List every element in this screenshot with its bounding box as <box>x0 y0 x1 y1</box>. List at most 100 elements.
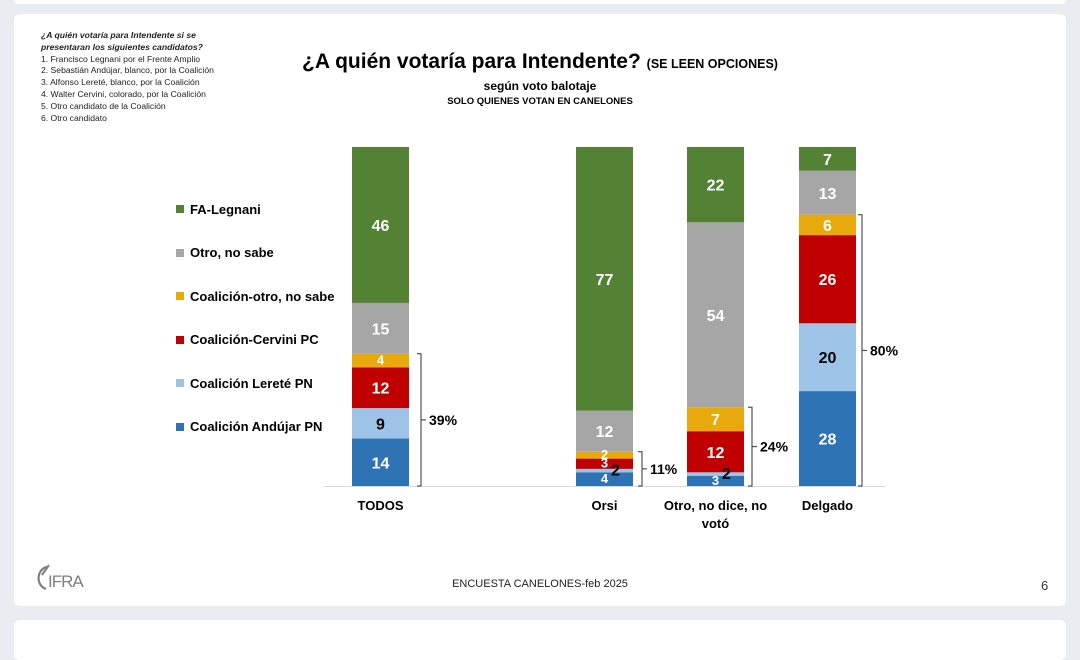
data-label: 26 <box>819 272 837 289</box>
category-label: Orsi <box>591 498 617 513</box>
data-label: 6 <box>823 218 832 235</box>
legend-swatch <box>176 292 184 301</box>
question-option: 5. Otro candidato de la Coalición <box>41 100 166 111</box>
question-option: 4. Walter Cervini, colorado, por la Coal… <box>41 88 206 99</box>
bar-segment <box>799 214 856 236</box>
bar-segment <box>352 367 409 409</box>
svg-text:IFRA: IFRA <box>48 572 84 591</box>
bracket <box>858 214 863 487</box>
data-label: 2 <box>601 447 608 462</box>
legend-item: Coalición-otro, no sabe <box>176 285 334 307</box>
data-label: 20 <box>819 350 837 367</box>
bar-segment <box>576 147 633 411</box>
question-line-2: presentaran los siguientes candidatos? <box>41 41 203 52</box>
bar-segment <box>799 147 856 171</box>
legend-item: Coalición Andújar PN <box>176 416 334 438</box>
data-label: 7 <box>823 152 832 169</box>
bar-segment <box>576 472 633 486</box>
category-label: votó <box>702 516 730 531</box>
bar-segment <box>799 235 856 324</box>
question-line-1: ¿A quién votaría para Intendente si se <box>41 30 196 40</box>
previous-slide-edge <box>14 0 1066 4</box>
data-label: 46 <box>372 218 390 235</box>
bar-segment <box>687 147 744 223</box>
legend-item: Coalición-Cervini PC <box>176 329 334 351</box>
chart-title: ¿A quién votaría para Intendente? (SE LE… <box>0 50 1080 74</box>
bar-segment <box>352 147 409 303</box>
bar-segment <box>799 391 856 486</box>
bar-segment <box>352 408 409 439</box>
legend-label: Otro, no sabe <box>190 245 274 261</box>
data-label: 22 <box>707 178 725 195</box>
legend-swatch <box>176 422 184 431</box>
cifra-logo-mark: IFRA <box>37 564 85 591</box>
bar-segment <box>799 323 856 392</box>
bracket-label: 24% <box>760 439 789 455</box>
data-label: 28 <box>819 432 837 449</box>
bar-segment <box>352 438 409 486</box>
data-label: 77 <box>596 272 614 289</box>
outside-data-label: 2 <box>611 463 620 480</box>
category-label: TODOS <box>358 498 404 513</box>
bracket-label: 11% <box>650 461 678 477</box>
data-label: 12 <box>596 424 614 441</box>
cifra-logo: IFRA <box>33 563 97 598</box>
bracket-label: 80% <box>870 342 899 358</box>
data-label: 14 <box>372 455 390 472</box>
page-number: 6 <box>1041 578 1049 593</box>
chart-subsubtitle: SOLO QUIENES VOTAN EN CANELONES <box>447 96 633 107</box>
chart-title-note: (SE LEEN OPCIONES) <box>646 57 778 71</box>
legend: FA-Legnani Otro, no sabe Coalición-otro, n… <box>176 198 334 460</box>
bar-segment <box>576 410 633 452</box>
bar-segment <box>687 407 744 432</box>
slide <box>14 14 1066 606</box>
legend-swatch <box>176 205 184 213</box>
legend-swatch <box>176 379 184 388</box>
question-option: 6. Otro candidato <box>41 112 107 123</box>
data-label: 15 <box>372 321 390 338</box>
data-label: 7 <box>711 412 720 429</box>
chart-title-main: ¿A quién votaría para Intendente? <box>302 50 641 73</box>
bracket <box>748 406 753 487</box>
data-label: 9 <box>376 416 385 433</box>
bar-segment <box>687 475 744 486</box>
legend-label: Coalición-otro, no sabe <box>190 288 335 304</box>
legend-label: Coalición Andújar PN <box>190 419 323 435</box>
bar-segment <box>576 458 633 469</box>
bar-segment <box>576 468 633 473</box>
legend-item: FA-Legnani <box>176 198 334 220</box>
category-label: Otro, no dice, no <box>664 498 767 513</box>
bracket <box>417 353 422 487</box>
legend-item: Otro, no sabe <box>176 242 334 264</box>
bar-segment <box>687 472 744 476</box>
data-label: 4 <box>377 353 385 368</box>
footer-source: ENCUESTA CANELONES-feb 2025 <box>452 578 628 590</box>
bar-segment <box>799 170 856 215</box>
outside-data-label: 2 <box>722 466 731 483</box>
bar-segment <box>687 431 744 473</box>
bracket <box>638 451 643 487</box>
data-label: 3 <box>712 473 719 488</box>
data-label: 3 <box>601 456 608 471</box>
question-option: 1. Francisco Legnani por el Frente Ampli… <box>41 53 201 64</box>
bar-segment <box>352 353 409 368</box>
bar-segment <box>576 451 633 459</box>
data-label: 54 <box>707 308 725 325</box>
legend-label: Coalición-Cervini PC <box>190 332 319 348</box>
data-label: 4 <box>601 471 609 486</box>
bar-segment <box>352 302 409 354</box>
bar-segment <box>687 222 744 408</box>
question-option: 2. Sebastián Andújar, blanco, por la Coa… <box>41 65 214 76</box>
question-block: ¿A quién votaría para Intendente si se p… <box>41 30 271 124</box>
legend-item: Coalición Lereté PN <box>176 372 334 394</box>
question-option: 3. Alfonso Lereté, blanco, por la Coalic… <box>41 77 200 88</box>
legend-label: Coalición Lereté PN <box>190 375 313 391</box>
legend-label: FA-Legnani <box>190 201 261 217</box>
legend-swatch <box>176 335 184 344</box>
category-label: Delgado <box>802 498 853 513</box>
chart-subtitle: según voto balotaje <box>483 79 597 93</box>
data-label: 13 <box>819 186 837 203</box>
bracket-label: 39% <box>429 412 458 428</box>
data-label: 12 <box>707 445 725 462</box>
